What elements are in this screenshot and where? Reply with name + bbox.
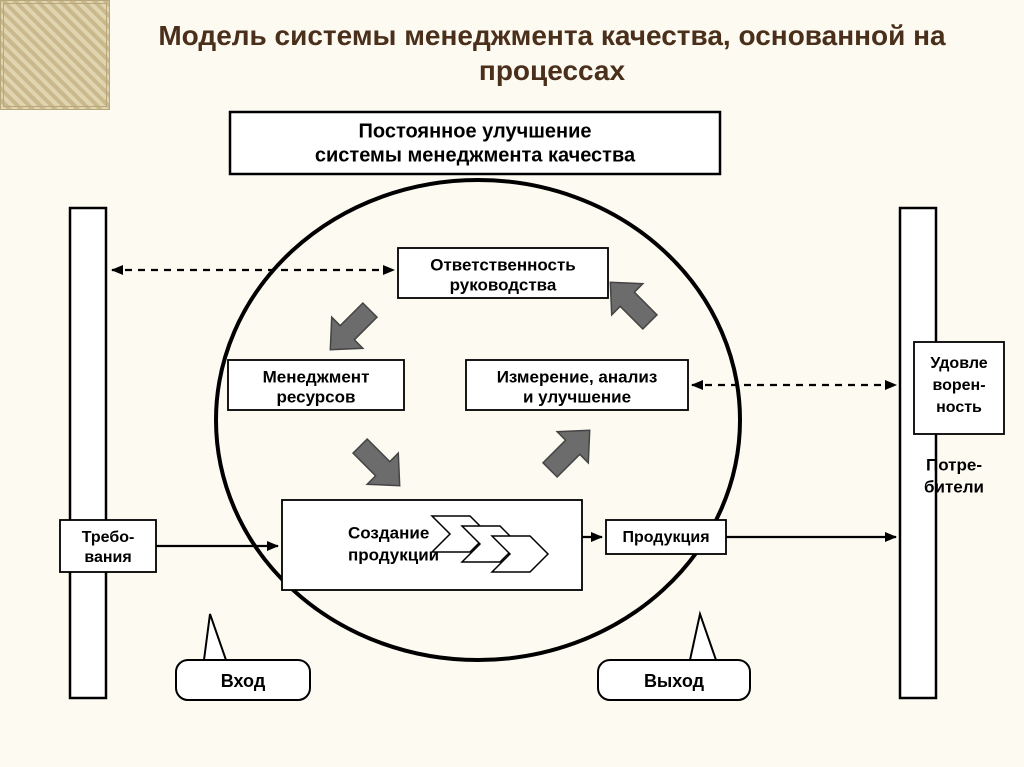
svg-text:ворен-: ворен- bbox=[932, 377, 985, 394]
svg-text:Требо-: Требо- bbox=[82, 529, 135, 546]
svg-text:Вход: Вход bbox=[221, 671, 266, 691]
svg-text:Выход: Выход bbox=[644, 671, 705, 691]
svg-text:Измерение, анализ: Измерение, анализ bbox=[497, 367, 658, 386]
creation-box: Создание продукции bbox=[282, 500, 582, 590]
svg-text:Ответственность: Ответственность bbox=[430, 255, 576, 274]
svg-text:Продукция: Продукция bbox=[622, 529, 709, 546]
product-box: Продукция bbox=[606, 520, 726, 554]
requirements-box: Требо- вания bbox=[60, 520, 156, 572]
top-banner-box: Постоянное улучшение системы менеджмента… bbox=[230, 112, 720, 174]
svg-text:Постоянное улучшение: Постоянное улучшение bbox=[359, 120, 592, 142]
svg-text:и улучшение: и улучшение bbox=[523, 387, 631, 406]
svg-text:ресурсов: ресурсов bbox=[277, 387, 356, 406]
qms-diagram: Постоянное улучшение системы менеджмента… bbox=[0, 0, 1024, 767]
svg-text:Создание: Создание bbox=[348, 523, 429, 542]
svg-text:ность: ность bbox=[936, 399, 982, 416]
svg-text:руководства: руководства bbox=[450, 275, 557, 294]
svg-text:Менеджмент: Менеджмент bbox=[263, 367, 370, 386]
input-callout: Вход bbox=[176, 614, 310, 700]
right-tall-bar bbox=[900, 208, 936, 698]
svg-text:вания: вания bbox=[84, 549, 131, 566]
arrow-res-to-creation bbox=[345, 431, 416, 502]
svg-text:Потре-: Потре- bbox=[926, 455, 982, 474]
resources-box: Менеджмент ресурсов bbox=[228, 360, 404, 410]
left-tall-bar bbox=[70, 208, 106, 698]
satisfaction-box: Удовле ворен- ность bbox=[914, 342, 1004, 434]
measurement-box: Измерение, анализ и улучшение bbox=[466, 360, 688, 410]
arrow-resp-to-res bbox=[315, 295, 386, 366]
output-callout: Выход bbox=[598, 614, 750, 700]
svg-text:бители: бители bbox=[924, 477, 984, 496]
arrow-creation-to-meas bbox=[535, 415, 606, 486]
svg-text:системы менеджмента качества: системы менеджмента качества bbox=[315, 144, 636, 166]
svg-text:Удовле: Удовле bbox=[930, 355, 987, 372]
svg-text:продукции: продукции bbox=[348, 545, 439, 564]
responsibility-box: Ответственность руководства bbox=[398, 248, 608, 298]
